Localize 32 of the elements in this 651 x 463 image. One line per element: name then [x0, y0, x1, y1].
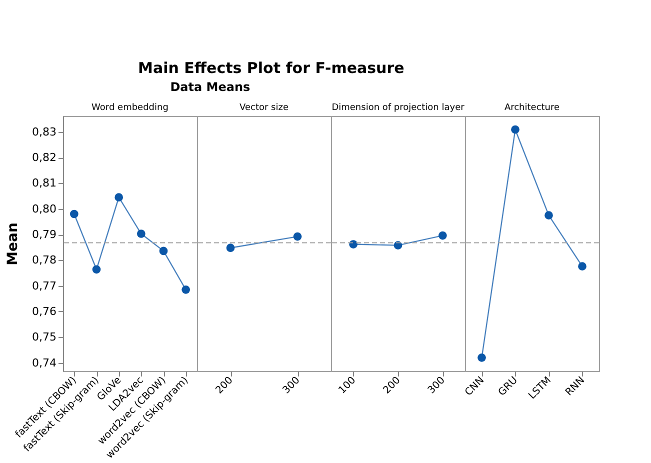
y-tick-label: 0,77 [32, 279, 56, 292]
y-tick-label: 0,75 [32, 330, 56, 344]
chart-subtitle: Data Means [170, 80, 250, 94]
point [578, 262, 586, 271]
point [511, 125, 520, 134]
point [136, 230, 146, 238]
point [182, 286, 190, 294]
point [544, 211, 553, 220]
point [478, 353, 486, 362]
x-tick-label: 100 [336, 374, 358, 396]
point [70, 210, 78, 218]
x-tick-label: 300 [280, 374, 302, 396]
y-tick-label: 0,80 [32, 202, 56, 216]
text: Architecture [504, 103, 560, 113]
y-tick-label: 0,78 [32, 254, 56, 267]
point [92, 265, 101, 274]
text: Vector size [240, 103, 289, 113]
text: Main Effects Plot for F-measure [138, 59, 404, 77]
y-tick-label: 0,79 [32, 228, 56, 242]
x-tick-label: 300 [426, 374, 448, 396]
y-tick-label: 0,83 [32, 125, 56, 138]
text: Word embedding [92, 103, 168, 113]
point [114, 193, 124, 202]
x-tick-label: 200 [381, 374, 403, 396]
point [159, 246, 168, 256]
y-tick-label: 0,82 [32, 151, 56, 164]
y-tick-label: 0,81 [32, 176, 56, 190]
x-tick-label: 200 [214, 374, 236, 396]
y-axis-title: Mean [5, 222, 22, 266]
y-tick-label: 0,74 [32, 356, 56, 370]
y-tick-label: 0,76 [32, 304, 56, 318]
text: Dimension of projection layer [332, 103, 465, 113]
